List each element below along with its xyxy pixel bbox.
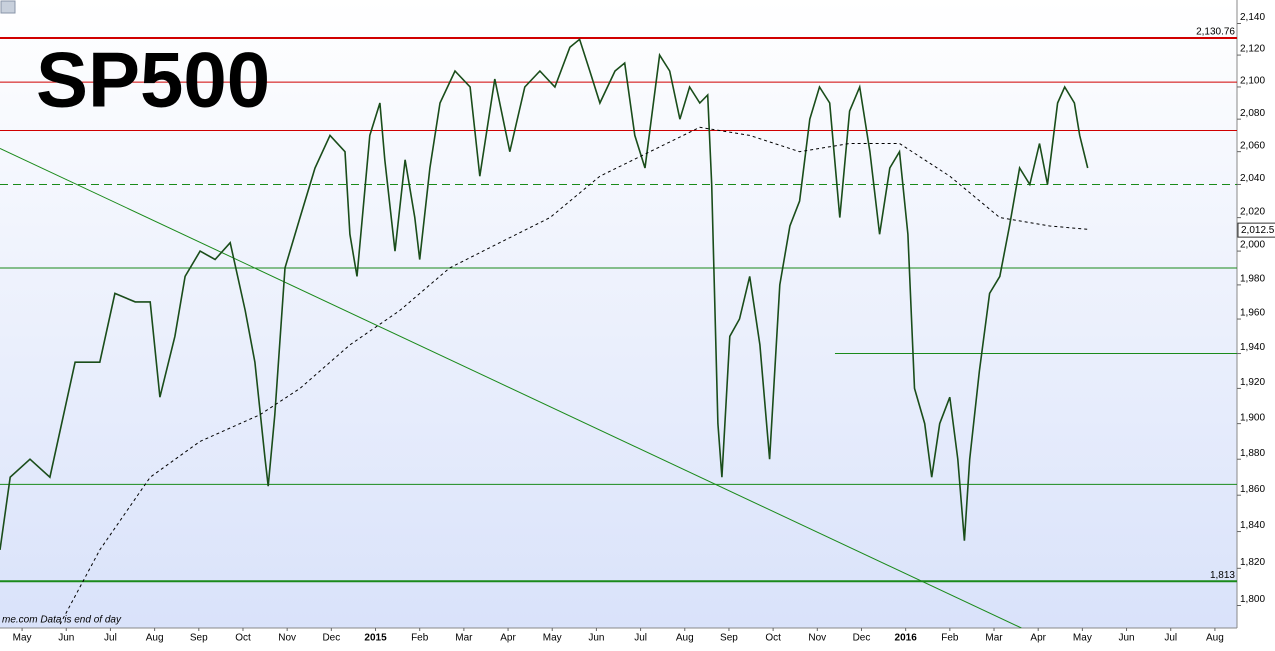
x-tick-label: Nov — [278, 633, 296, 644]
y-tick-label: 1,920 — [1240, 377, 1265, 388]
level-label: 2,130.76 — [1196, 27, 1235, 38]
x-tick-label: May — [543, 633, 562, 644]
x-tick-label: Feb — [941, 633, 959, 644]
x-tick-label: Oct — [765, 633, 781, 644]
x-tick-label: Jun — [588, 633, 604, 644]
y-tick-label: 2,040 — [1240, 173, 1265, 184]
price-line — [0, 37, 1089, 551]
y-tick-label: 1,980 — [1240, 274, 1265, 285]
y-tick-label: 2,000 — [1240, 240, 1265, 251]
x-tick-label: Dec — [853, 633, 871, 644]
x-axis-strip — [0, 628, 1237, 646]
y-tick-label: 1,800 — [1240, 594, 1265, 605]
x-tick-label: Apr — [1030, 633, 1046, 644]
moving-average — [59, 126, 1088, 625]
y-tick-label: 1,900 — [1240, 412, 1265, 423]
x-tick-label: Mar — [455, 633, 473, 644]
y-tick-label: 1,960 — [1240, 308, 1265, 319]
chart-title: SP500 — [36, 36, 270, 124]
y-tick-label: 1,880 — [1240, 448, 1265, 459]
x-tick-label: Aug — [1206, 633, 1224, 644]
x-tick-label: May — [1073, 633, 1092, 644]
y-tick-label: 2,060 — [1240, 140, 1265, 151]
y-tick-label: 1,860 — [1240, 484, 1265, 495]
y-tick-label: 1,840 — [1240, 520, 1265, 531]
x-tick-label: 2015 — [364, 633, 387, 644]
corner-icon[interactable] — [0, 0, 16, 14]
x-tick-label: Jul — [104, 633, 117, 644]
last-value-label: 2,012.5 — [1241, 225, 1275, 236]
x-tick-label: Nov — [808, 633, 826, 644]
x-tick-label: Dec — [322, 633, 340, 644]
trendline — [0, 147, 1022, 628]
y-tick-label: 1,940 — [1240, 342, 1265, 353]
y-axis-strip — [1237, 0, 1275, 646]
plot-area — [0, 0, 1237, 628]
x-tick-label: 2016 — [895, 633, 918, 644]
level-label: 1,813 — [1210, 570, 1235, 581]
x-tick-label: Apr — [500, 633, 516, 644]
x-tick-label: Feb — [411, 633, 429, 644]
y-tick-label: 2,020 — [1240, 206, 1265, 217]
y-tick-label: 2,100 — [1240, 76, 1265, 87]
y-tick-label: 2,140 — [1240, 12, 1265, 23]
x-tick-label: Sep — [720, 633, 738, 644]
x-tick-label: Mar — [985, 633, 1003, 644]
x-tick-label: Jun — [1118, 633, 1134, 644]
x-tick-label: Jul — [634, 633, 647, 644]
x-tick-label: Aug — [676, 633, 694, 644]
x-tick-label: Sep — [190, 633, 208, 644]
last-value-box — [1237, 222, 1275, 238]
x-tick-label: Aug — [146, 633, 164, 644]
footnote: me.com Data is end of day — [2, 615, 122, 626]
y-tick-label: 2,080 — [1240, 108, 1265, 119]
x-tick-label: Jul — [1164, 633, 1177, 644]
x-tick-label: Jun — [58, 633, 74, 644]
y-tick-label: 1,820 — [1240, 557, 1265, 568]
y-tick-label: 2,120 — [1240, 44, 1265, 55]
x-tick-label: Oct — [235, 633, 251, 644]
x-tick-label: May — [13, 633, 32, 644]
